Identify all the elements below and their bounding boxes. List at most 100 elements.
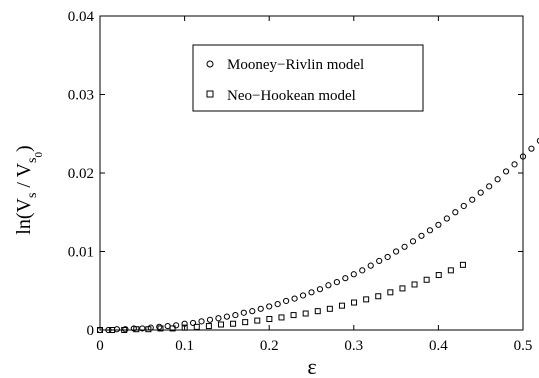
data-point-circle (477, 189, 484, 196)
series-neo-hookean (97, 261, 466, 333)
legend-marker-circle (206, 60, 214, 68)
data-point-circle (511, 161, 518, 168)
x-tick-label: 0 (96, 338, 104, 354)
data-point-circle (401, 243, 408, 250)
x-tick-label: 0.4 (429, 338, 448, 354)
data-point-circle (232, 311, 239, 319)
data-point-square (290, 312, 297, 319)
data-point-square (278, 314, 285, 321)
data-point-circle (299, 292, 307, 299)
data-point-circle (198, 318, 205, 325)
data-point-circle (350, 271, 357, 278)
data-marks (96, 137, 539, 334)
data-point-square (387, 289, 394, 296)
data-point-square (459, 261, 466, 268)
data-point-square (435, 272, 442, 279)
data-point-circle (113, 326, 121, 333)
data-point-circle (189, 319, 197, 327)
data-point-square (423, 276, 430, 283)
data-point-circle (418, 232, 425, 239)
y-axis-label-sub2: s (25, 157, 40, 162)
data-point-square (145, 326, 152, 333)
y-tick-label: 0.02 (68, 166, 94, 182)
data-point-circle (460, 202, 467, 210)
data-point-square (399, 285, 406, 292)
legend-label-neo-hookean: Neo−Hookean model (227, 88, 356, 104)
data-point-circle (393, 248, 400, 255)
data-point-circle (139, 325, 146, 332)
data-point-circle (367, 262, 374, 269)
data-point-circle (291, 295, 298, 302)
x-tick-label: 0.3 (344, 338, 363, 354)
data-point-circle (122, 326, 129, 333)
data-point-circle (384, 253, 391, 261)
data-point-circle (443, 215, 450, 222)
data-point-square (314, 308, 321, 315)
data-point-circle (359, 267, 366, 274)
data-point-circle (469, 196, 476, 203)
data-point-circle (536, 137, 539, 144)
data-point-square (193, 323, 200, 330)
data-point-circle (308, 289, 315, 296)
data-point-circle (257, 305, 264, 312)
data-point-circle (342, 275, 349, 282)
y-tick-label: 0 (87, 323, 95, 339)
data-point-circle (452, 209, 459, 216)
data-point-circle (223, 313, 230, 320)
series-mooney-rivlin (96, 137, 539, 334)
y-axis-label-sub1: s (25, 193, 40, 198)
data-point-circle (376, 257, 383, 265)
y-axis-label-sub2sub: 0 (33, 151, 45, 157)
data-point-circle (502, 168, 510, 175)
y-tick-label: 0.01 (68, 245, 94, 261)
legend-label-mooney-rivlin: Mooney−Rivlin model (227, 57, 364, 73)
y-axis-label-mid: / V (13, 162, 35, 192)
data-point-square (169, 325, 176, 332)
data-point-square (133, 326, 140, 333)
data-point-square (266, 316, 273, 323)
data-point-circle (249, 308, 256, 315)
data-point-square (157, 325, 164, 332)
data-point-circle (156, 323, 163, 330)
y-axis-label-suffix: ) (13, 145, 35, 152)
x-tick-label: 0.1 (175, 338, 194, 354)
data-point-circle (486, 183, 493, 190)
axis-ticks: 0 0.1 0.2 0.3 0.4 0.5 0 0.01 0.02 0.03 0.04 (68, 9, 533, 354)
y-axis-label-prefix: ln(V (13, 197, 35, 234)
data-point-circle (215, 315, 222, 322)
data-point-circle (409, 238, 417, 245)
data-point-circle (240, 309, 247, 316)
data-point-square (205, 323, 212, 330)
data-point-square (375, 293, 382, 300)
y-tick-label: 0.03 (68, 88, 94, 104)
data-point-square (181, 324, 188, 331)
data-point-circle (519, 153, 527, 160)
data-point-square (363, 296, 370, 303)
data-point-circle (105, 326, 112, 334)
data-point-square (302, 310, 309, 317)
data-point-circle (173, 322, 180, 329)
data-point-square (242, 319, 249, 326)
legend-box (192, 44, 424, 112)
data-point-square (109, 327, 116, 333)
data-point-square (254, 317, 261, 324)
data-point-circle (333, 279, 340, 286)
data-point-square (217, 321, 224, 328)
x-tick-label: 0.5 (514, 338, 533, 354)
data-point-circle (181, 320, 188, 327)
data-point-square (97, 327, 103, 333)
data-point-square (447, 267, 454, 274)
data-point-square (230, 320, 237, 327)
legend: Mooney−Rivlin model Neo−Hookean model (192, 44, 424, 112)
data-point-circle (206, 316, 214, 323)
x-axis-label: ε (307, 354, 316, 378)
data-point-square (351, 299, 358, 306)
legend-marker-square (206, 90, 214, 98)
data-point-square (338, 302, 345, 309)
data-point-circle (266, 303, 273, 310)
data-point-square (326, 305, 333, 312)
data-point-circle (274, 300, 281, 308)
x-tick-label: 0.2 (260, 338, 279, 354)
data-point-square (411, 281, 418, 288)
